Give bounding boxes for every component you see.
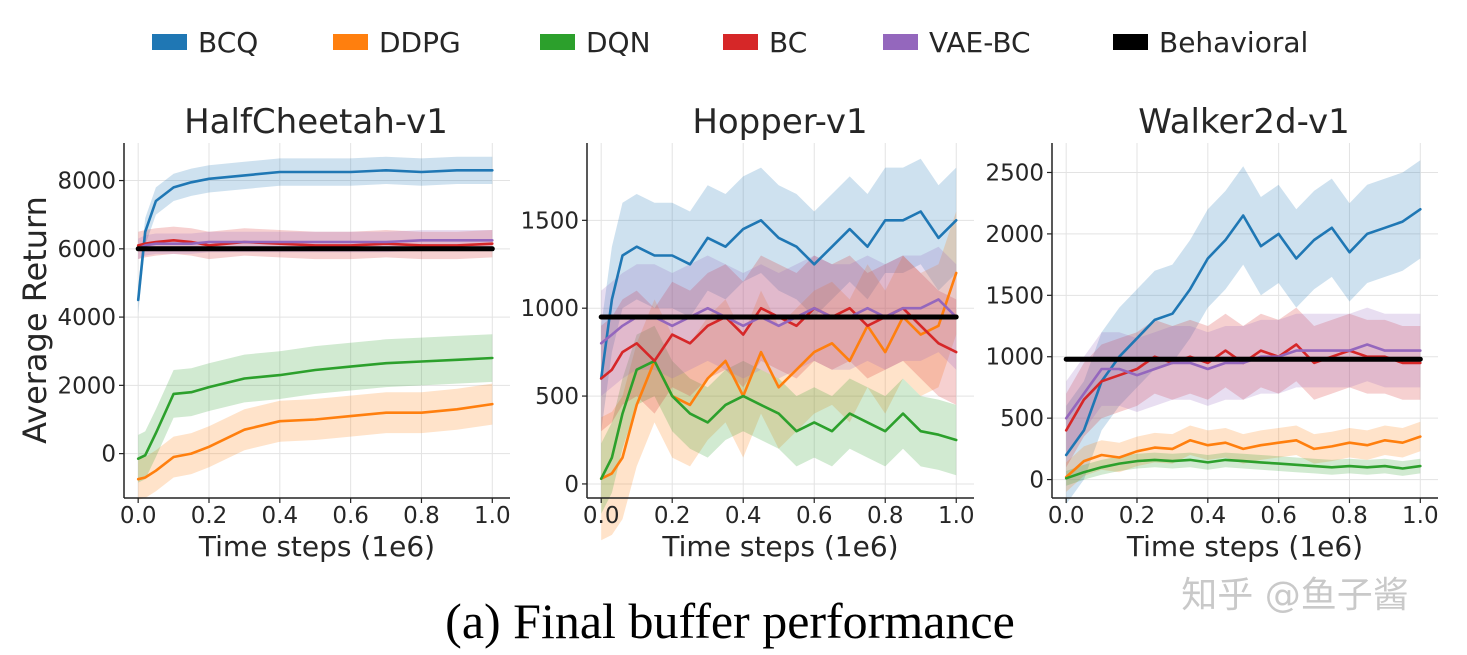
series-band-bc <box>1066 307 1421 468</box>
series-line-bcq <box>1064 208 1422 457</box>
legend-swatch-dqn <box>540 34 575 50</box>
y-axis-label: Average Return <box>16 196 54 444</box>
series-line-dqn <box>599 359 958 481</box>
x-tick-label: 0.2 <box>191 503 228 529</box>
x-tick-label: 0.0 <box>1048 503 1085 529</box>
series-line-ddpg <box>136 402 494 481</box>
y-tick-label: 1000 <box>520 296 579 322</box>
series-line-vae-bc <box>136 239 494 251</box>
y-tick-label: 2000 <box>985 222 1044 248</box>
series-band-bcq <box>138 156 493 314</box>
legend-swatch-bcq <box>152 34 187 50</box>
legend-swatch-ddpg <box>333 34 368 50</box>
legend-label-vaebc: VAE-BC <box>929 26 1031 59</box>
legend-label-bcq: BCQ <box>198 26 258 59</box>
series-band-dqn <box>138 334 493 483</box>
legend-item-dqn: DQN <box>540 26 651 59</box>
y-tick-label: 2000 <box>57 373 116 399</box>
x-tick-label: 0.2 <box>654 503 691 529</box>
series-line-bcq <box>136 169 494 302</box>
x-axis-label: Time steps (1e6) <box>661 530 898 563</box>
x-axis-label: Time steps (1e6) <box>1126 530 1363 563</box>
legend-item-vaebc: VAE-BC <box>883 26 1031 59</box>
x-tick-label: 1.0 <box>474 503 511 529</box>
y-tick-label: 8000 <box>57 169 116 195</box>
chart-title-walker2d-v1: Walker2d-v1 <box>1138 102 1349 142</box>
series-band-bcq <box>601 158 957 432</box>
y-tick-label: 1500 <box>985 283 1044 309</box>
series-band-bcq <box>1066 160 1421 505</box>
legend: BCQ DDPG DQN BC VAE-BC Behavioral <box>152 26 1308 59</box>
x-axis-label: Time steps (1e6) <box>198 530 435 563</box>
series-line-ddpg <box>1064 435 1422 479</box>
series-line-dqn <box>136 356 494 461</box>
legend-label-ddpg: DDPG <box>379 26 461 59</box>
x-tick-label: 0.0 <box>120 503 157 529</box>
series-band-ddpg <box>1066 421 1421 492</box>
legend-label-dqn: DQN <box>586 26 651 59</box>
x-tick-label: 1.0 <box>938 503 975 529</box>
y-tick-label: 6000 <box>57 237 116 263</box>
y-tick-label: 1000 <box>985 345 1044 371</box>
chart-panel-walker2d-v1: Walker2d-v1 0 500 1000 1500 2000 2500 0.0 0.2 0.4… <box>985 102 1438 563</box>
x-tick-label: 0.8 <box>867 503 904 529</box>
legend-swatch-behavioral <box>1113 34 1148 50</box>
y-tick-label: 0 <box>101 442 116 468</box>
legend-item-behavioral: Behavioral <box>1113 26 1308 59</box>
series-line-ddpg <box>599 271 958 481</box>
legend-label-bc: BC <box>769 26 807 59</box>
series-band-vae-bc <box>601 246 957 397</box>
y-tick-label: 500 <box>535 384 579 410</box>
legend-label-behavioral: Behavioral <box>1159 26 1308 59</box>
x-tick-label: 0.0 <box>583 503 620 529</box>
x-tick-label: 0.6 <box>1260 503 1297 529</box>
x-tick-label: 0.8 <box>403 503 440 529</box>
y-tick-label: 0 <box>1029 468 1044 494</box>
x-tick-label: 0.4 <box>1190 503 1227 529</box>
series-line-bcq <box>599 210 958 380</box>
y-tick-label: 0 <box>564 472 579 498</box>
y-tick-label: 500 <box>1000 406 1044 432</box>
x-tick-label: 0.8 <box>1331 503 1368 529</box>
series-line-dqn <box>1064 458 1422 480</box>
panels: HalfCheetah-v1 0 2000 4000 6000 8000 0.0 0.2 0.4… <box>57 102 1438 563</box>
y-tick-label: 1500 <box>520 208 579 234</box>
watermark-text: 知乎 @鱼子酱 <box>1181 575 1408 616</box>
series-band-ddpg <box>601 211 957 541</box>
legend-item-bcq: BCQ <box>152 26 258 59</box>
chart-title-halfcheetah-v1: HalfCheetah-v1 <box>184 102 448 142</box>
x-tick-label: 0.6 <box>796 503 833 529</box>
series-line-vae-bc <box>1064 343 1422 420</box>
x-tick-label: 0.6 <box>332 503 369 529</box>
series-band-bc <box>601 255 957 432</box>
figure-caption: (a) Final buffer performance <box>445 593 1015 649</box>
y-tick-label: 2500 <box>985 160 1044 186</box>
series-band-vae-bc <box>1066 307 1421 455</box>
legend-item-bc: BC <box>723 26 807 59</box>
x-tick-label: 0.4 <box>262 503 299 529</box>
chart-panel-halfcheetah-v1: HalfCheetah-v1 0 2000 4000 6000 8000 0.0 0.2 0.4… <box>57 102 510 563</box>
y-tick-label: 4000 <box>57 305 116 331</box>
legend-item-ddpg: DDPG <box>333 26 461 59</box>
chart-title-hopper-v1: Hopper-v1 <box>692 102 867 142</box>
chart-panel-hopper-v1: Hopper-v1 0 500 1000 1500 0.0 0.2 0.4 0.6 0.8 1.0 T… <box>520 102 974 563</box>
x-tick-label: 0.2 <box>1119 503 1156 529</box>
series-band-dqn <box>601 325 957 514</box>
legend-swatch-bc <box>723 34 758 50</box>
x-tick-label: 1.0 <box>1402 503 1439 529</box>
legend-swatch-vaebc <box>883 34 918 50</box>
x-tick-label: 0.4 <box>725 503 762 529</box>
